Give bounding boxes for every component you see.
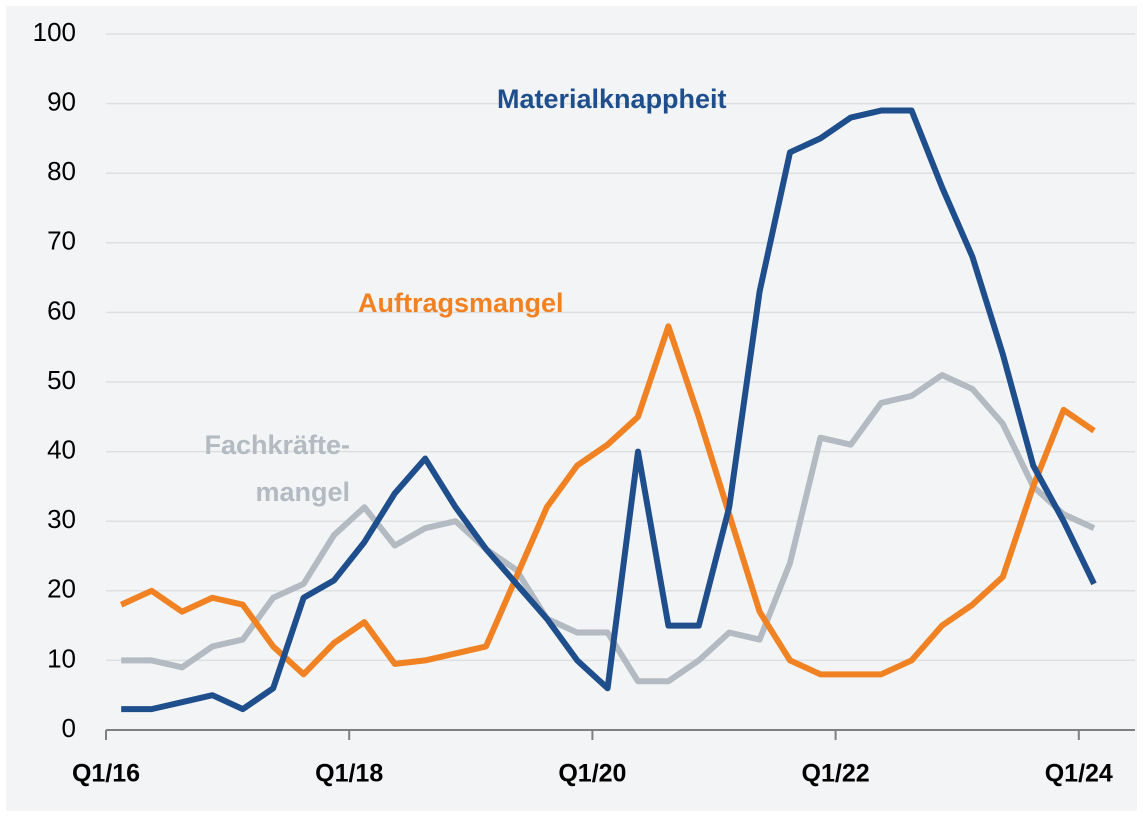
y-tick-label: 60 bbox=[47, 295, 76, 325]
y-tick-label: 20 bbox=[47, 574, 76, 604]
series-line bbox=[121, 107, 1097, 713]
x-tick-label: Q1/16 bbox=[72, 760, 140, 788]
x-tick-label: Q1/20 bbox=[558, 760, 626, 788]
y-tick-label: 90 bbox=[47, 86, 76, 116]
y-tick-label: 30 bbox=[47, 504, 76, 534]
x-tick-label: Q1/24 bbox=[1045, 760, 1113, 788]
y-tick-label: 100 bbox=[33, 17, 76, 47]
series-line bbox=[121, 372, 1096, 685]
series-label: Materialknappheit bbox=[497, 84, 727, 114]
y-tick-label: 80 bbox=[47, 156, 76, 186]
y-tick-label: 40 bbox=[47, 434, 76, 464]
x-tick-label: Q1/22 bbox=[802, 760, 870, 788]
series-label: Fachkräfte-mangel bbox=[204, 430, 350, 507]
y-tick-label: 10 bbox=[47, 643, 76, 673]
background bbox=[6, 6, 1137, 811]
y-tick-label: 70 bbox=[47, 226, 76, 256]
y-tick-label: 0 bbox=[62, 713, 76, 743]
series-label: Auftragsmangel bbox=[358, 288, 564, 318]
x-tick-label: Q1/18 bbox=[315, 760, 383, 788]
y-tick-label: 50 bbox=[47, 365, 76, 395]
